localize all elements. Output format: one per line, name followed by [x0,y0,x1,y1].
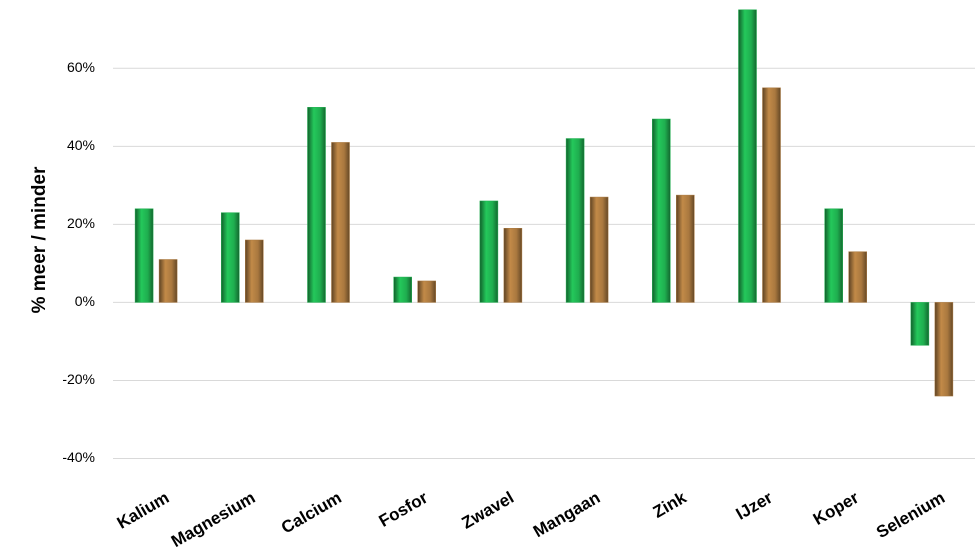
bar [910,302,930,346]
bar [738,9,757,303]
bar [134,208,154,303]
bar [652,118,671,303]
bar [565,138,585,303]
bar [393,276,412,303]
x-tick-label: Koper [810,488,862,529]
y-tick-label: -20% [62,371,95,387]
bar [848,251,867,303]
bar [307,107,326,303]
bar [676,194,695,303]
bar [762,87,781,303]
y-tick-label: -40% [62,449,95,465]
bar [589,196,609,303]
y-tick-label: 20% [67,215,95,231]
x-tick-label: Kalium [114,488,173,533]
bar [245,239,264,303]
y-tick-label: 0% [75,293,95,309]
x-tick-label: Calcium [278,488,345,538]
y-tick-label: 60% [67,59,95,75]
x-tick-label: Fosfor [376,488,432,531]
x-tick-label: Mangaan [530,488,603,541]
x-tick-label: IJzer [733,488,776,524]
x-tick-label: Magnesium [168,488,259,550]
bar [221,212,240,303]
bar [158,259,178,303]
x-tick-label: Selenium [873,488,948,542]
bar [479,200,499,303]
bar [331,142,350,303]
x-tick-label: Zink [650,488,690,522]
bar [824,208,843,303]
bar [417,280,436,303]
x-tick-label: Zwavel [459,488,518,533]
bar [934,302,954,397]
y-axis-title: % meer / minder [29,166,50,313]
bar [503,228,523,303]
y-tick-label: 40% [67,137,95,153]
